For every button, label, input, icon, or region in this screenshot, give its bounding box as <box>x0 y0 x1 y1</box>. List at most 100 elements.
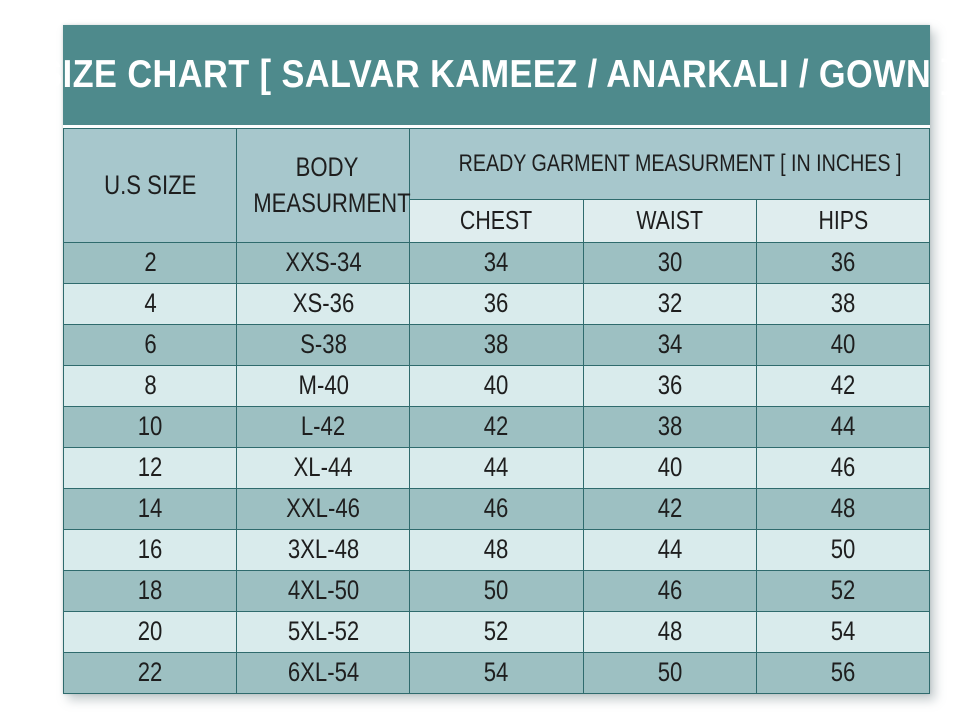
cell-value: XS-36 <box>292 288 355 319</box>
cell-value: 22 <box>137 657 163 688</box>
table-cell: 40 <box>409 365 584 407</box>
table-cell: 38 <box>582 406 757 448</box>
cell-value: 6 <box>143 329 157 360</box>
subheader-chest: CHEST <box>409 199 584 243</box>
table-cell: XS-36 <box>236 283 411 325</box>
table-cell: 36 <box>409 283 584 325</box>
cell-value: 44 <box>484 452 509 483</box>
table-cell: 44 <box>582 529 757 571</box>
table-cell: 6 <box>62 324 238 366</box>
table-cell: 38 <box>409 324 584 366</box>
cell-value: 54 <box>484 657 509 688</box>
table-row: 8 M-40 40 36 42 <box>62 365 931 407</box>
cell-value: 8 <box>143 370 157 401</box>
cell-value: 4 <box>143 288 157 319</box>
table-cell: L-42 <box>236 406 411 448</box>
cell-value: S-38 <box>299 329 347 360</box>
table-cell: 48 <box>409 529 584 571</box>
table-cell: 56 <box>755 652 931 694</box>
cell-value: 36 <box>657 370 682 401</box>
cell-value: 50 <box>484 575 509 606</box>
table-cell: 5XL-52 <box>236 611 411 653</box>
subheader-chest-label: CHEST <box>460 205 533 236</box>
table-row: 16 3XL-48 48 44 50 <box>62 529 931 571</box>
table-cell: 54 <box>409 652 584 694</box>
table-cell: 48 <box>582 611 757 653</box>
table-cell: 42 <box>409 406 584 448</box>
table-row: 20 5XL-52 52 48 54 <box>62 611 931 653</box>
cell-value: 18 <box>137 575 163 606</box>
table-cell: 6XL-54 <box>236 652 411 694</box>
table-cell: 38 <box>755 283 931 325</box>
cell-value: 44 <box>830 411 856 442</box>
table-cell: 4XL-50 <box>236 570 411 612</box>
header-ready-garment-group: READY GARMENT MEASURMENT [ IN INCHES ] <box>409 128 930 200</box>
table-cell: 40 <box>582 447 757 489</box>
table-cell: M-40 <box>236 365 411 407</box>
table-cell: 2 <box>62 242 238 284</box>
header-row-sub: CHEST WAIST HIPS <box>64 199 931 243</box>
subheader-waist: WAIST <box>582 199 757 243</box>
table-row: 12 XL-44 44 40 46 <box>62 447 931 489</box>
cell-value: 54 <box>830 616 856 647</box>
table-cell: 54 <box>755 611 931 653</box>
table-cell: 14 <box>62 488 238 530</box>
cell-value: L-42 <box>301 411 346 442</box>
table-cell: 8 <box>62 365 238 407</box>
table-cell: XXL-46 <box>236 488 411 530</box>
subheader-waist-label: WAIST <box>636 205 704 236</box>
cell-value: 40 <box>484 370 509 401</box>
table-cell: 16 <box>62 529 238 571</box>
table-cell: 4 <box>62 283 238 325</box>
header-us-size-label: U.S SIZE <box>103 169 197 200</box>
table-cell: 20 <box>62 611 238 653</box>
table-cell: 32 <box>582 283 757 325</box>
size-chart-sheet: SIZE CHART [ SALVAR KAMEEZ / ANARKALI / … <box>40 25 953 694</box>
cell-value: 5XL-52 <box>287 616 359 647</box>
cell-value: 36 <box>830 247 856 278</box>
cell-value: 46 <box>830 452 856 483</box>
cell-value: 48 <box>830 493 856 524</box>
header-ready-garment-label: READY GARMENT MEASURMENT [ IN INCHES ] <box>458 150 902 178</box>
cell-value: 36 <box>484 288 509 319</box>
table-cell: 34 <box>409 242 584 284</box>
table-cell: XXS-34 <box>236 242 411 284</box>
table-cell: 50 <box>582 652 757 694</box>
cell-value: 4XL-50 <box>287 575 359 606</box>
header-us-size: U.S SIZE <box>62 128 238 243</box>
cell-value: 42 <box>484 411 509 442</box>
table-cell: 50 <box>409 570 584 612</box>
table-row: 22 6XL-54 54 50 56 <box>62 652 931 694</box>
table-cell: 46 <box>755 447 931 489</box>
cell-value: 52 <box>484 616 509 647</box>
cell-value: 50 <box>657 657 682 688</box>
table-row: 6 S-38 38 34 40 <box>62 324 931 366</box>
cell-value: 20 <box>137 616 163 647</box>
cell-value: 48 <box>657 616 682 647</box>
cell-value: 56 <box>830 657 856 688</box>
header-row-main: U.S SIZE BODY MEASURMENT READY GARMENT M… <box>62 128 930 243</box>
table-cell: 46 <box>582 570 757 612</box>
table-cell: 52 <box>755 570 931 612</box>
table-cell: 22 <box>62 652 238 694</box>
table-cell: XL-44 <box>236 447 411 489</box>
table-cell: 52 <box>409 611 584 653</box>
cell-value: 40 <box>657 452 682 483</box>
chart-title-band: SIZE CHART [ SALVAR KAMEEZ / ANARKALI / … <box>40 25 953 128</box>
cell-value: 46 <box>484 493 509 524</box>
cell-value: XXS-34 <box>285 247 362 278</box>
table-cell: 36 <box>582 365 757 407</box>
table-row: 14 XXL-46 46 42 48 <box>62 488 931 530</box>
header-body-measurment: BODY MEASURMENT <box>236 128 411 243</box>
table-cell: 42 <box>582 488 757 530</box>
cell-value: 3XL-48 <box>287 534 359 565</box>
table-cell: 50 <box>755 529 931 571</box>
cell-value: 2 <box>143 247 157 278</box>
table-row: 18 4XL-50 50 46 52 <box>62 570 931 612</box>
table-cell: 3XL-48 <box>236 529 411 571</box>
cell-value: 34 <box>657 329 682 360</box>
cell-value: 30 <box>657 247 682 278</box>
cell-value: 12 <box>137 452 163 483</box>
header-body-measurment-label: BODY MEASURMENT <box>253 152 411 218</box>
cell-value: M-40 <box>298 370 349 401</box>
